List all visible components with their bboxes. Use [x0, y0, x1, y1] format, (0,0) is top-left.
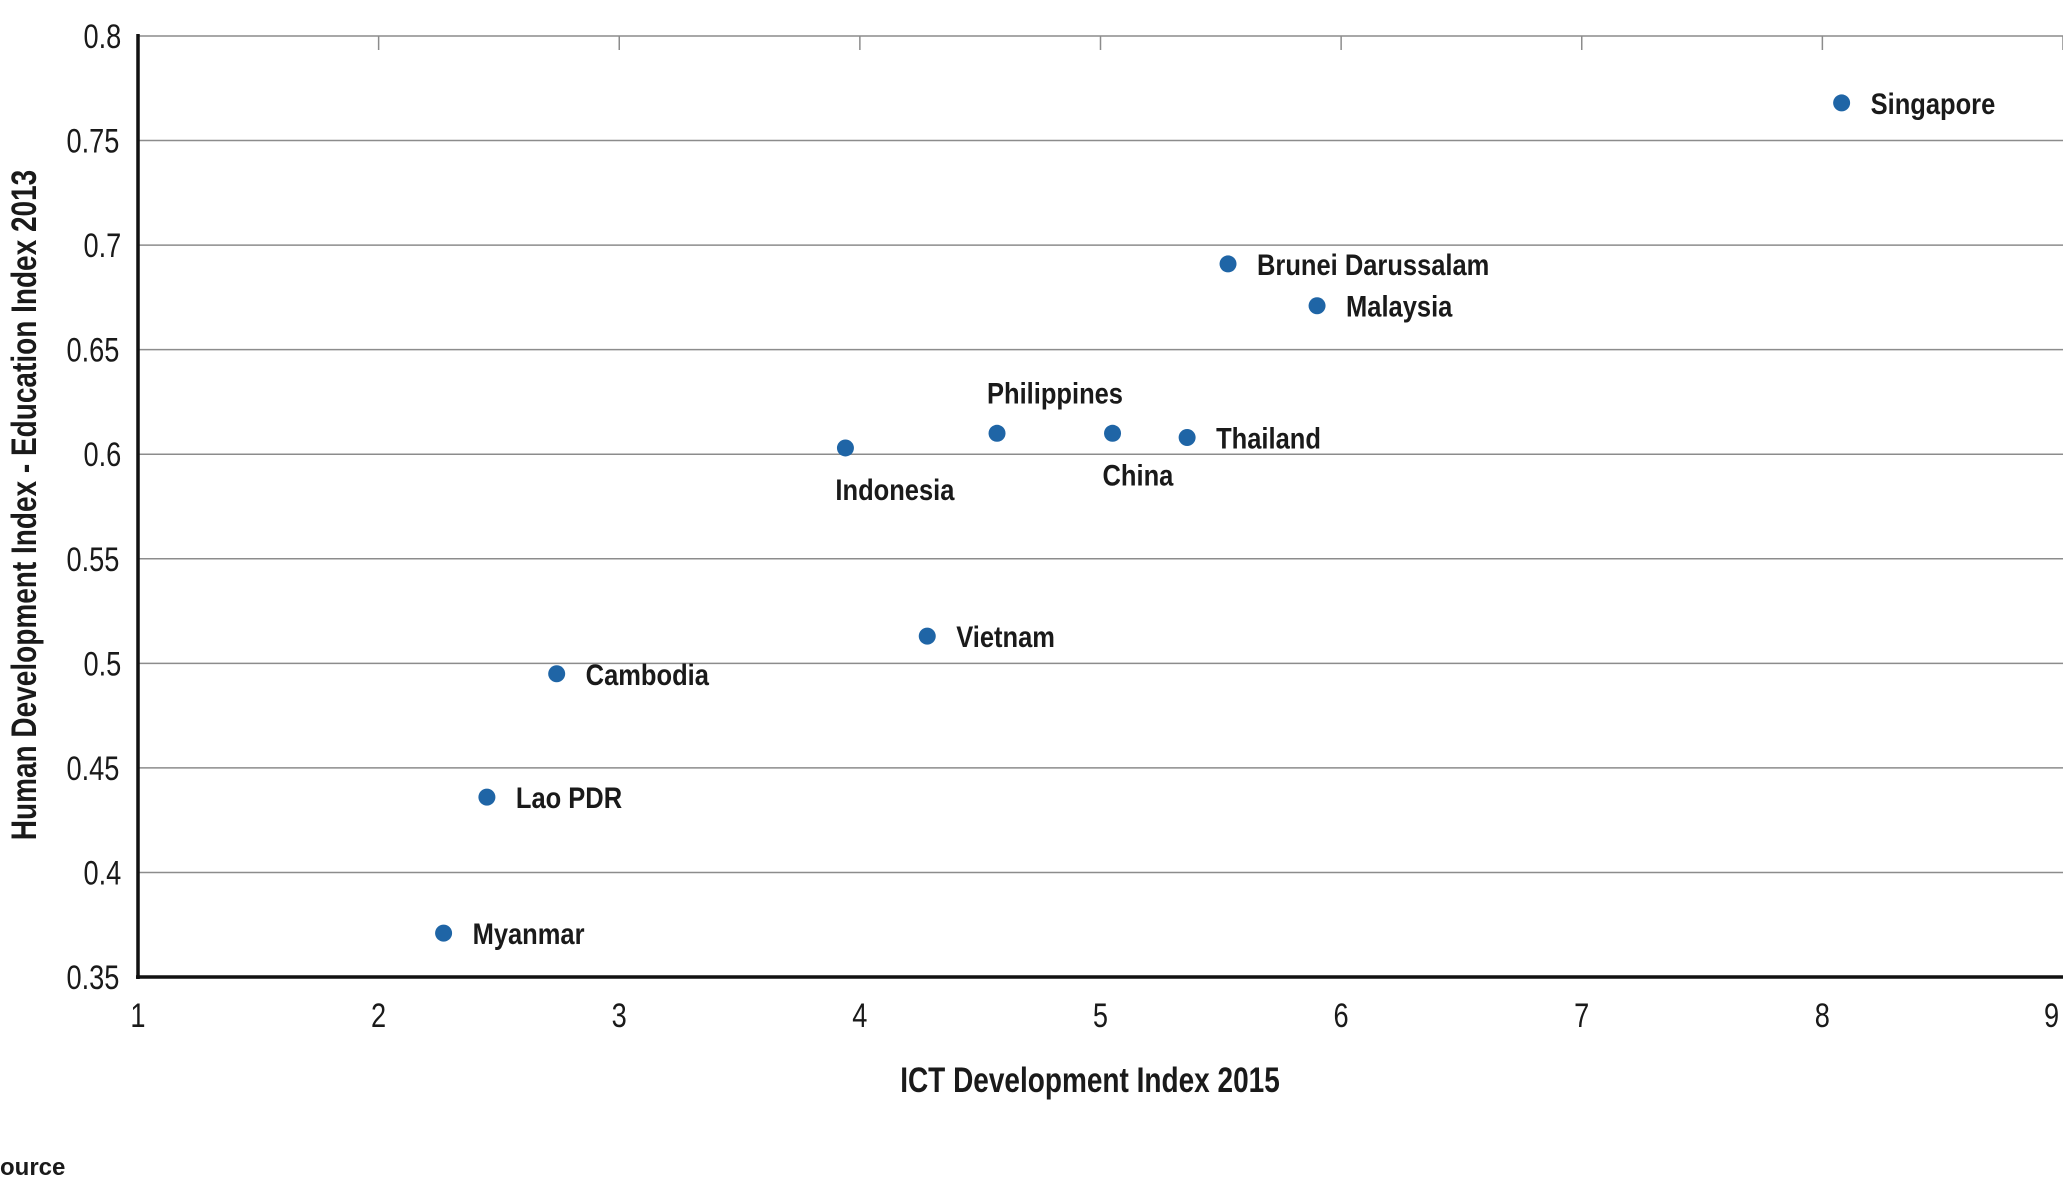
- point-label-thailand: Thailand: [1216, 422, 1321, 455]
- data-point-china: [1104, 424, 1122, 442]
- data-point-cambodia: [548, 665, 566, 683]
- data-point-philippines: [988, 424, 1006, 442]
- data-point-myanmar: [435, 924, 453, 942]
- y-tick-label-5: 0.6: [83, 435, 121, 474]
- y-tick-label-8: 0.75: [66, 122, 119, 161]
- data-point-indonesia: [836, 439, 854, 457]
- source-label: ource: [0, 1154, 65, 1181]
- y-tick-label-0: 0.35: [66, 958, 119, 997]
- point-labels: Singapore Brunei Darussalam Malaysia Philip…: [473, 87, 1996, 951]
- data-point-vietnam: [918, 627, 936, 645]
- y-tick-label-2: 0.45: [66, 749, 119, 788]
- point-label-malaysia: Malaysia: [1346, 290, 1453, 323]
- data-point-thailand: [1178, 428, 1196, 446]
- point-label-philippines: Philippines: [987, 376, 1123, 409]
- point-label-cambodia: Cambodia: [586, 658, 710, 691]
- y-tick-label-9: 0.8: [83, 17, 121, 56]
- point-label-indonesia: Indonesia: [835, 473, 954, 506]
- point-label-china: China: [1103, 458, 1174, 491]
- point-label-myanmar: Myanmar: [473, 917, 585, 950]
- gridlines: [138, 35, 2063, 874]
- data-point-malaysia: [1308, 297, 1326, 315]
- data-point-brunei-darussalam: [1219, 255, 1237, 273]
- x-axis-title: ICT Development Index 2015: [900, 1060, 1280, 1100]
- point-label-lao-pdr: Lao PDR: [516, 781, 622, 814]
- x-tick-label-1: 2: [371, 996, 386, 1035]
- x-tick-label-6: 7: [1574, 996, 1589, 1035]
- point-label-singapore: Singapore: [1871, 87, 1996, 120]
- x-tick-label-4: 5: [1093, 996, 1108, 1035]
- y-tick-label-7: 0.7: [83, 226, 121, 265]
- y-tick-label-4: 0.55: [66, 540, 119, 579]
- data-point-singapore: [1833, 94, 1851, 112]
- y-axis-title: Human Development Index - Education Inde…: [4, 170, 44, 840]
- data-point-lao-pdr: [478, 788, 496, 806]
- x-tick-label-7: 8: [1815, 996, 1830, 1035]
- x-tick-label-3: 4: [852, 996, 867, 1035]
- x-tick-label-5: 6: [1334, 996, 1349, 1035]
- axes: [136, 34, 2063, 979]
- data-points: [435, 94, 1851, 942]
- y-tick-label-1: 0.4: [83, 854, 121, 893]
- x-tick-label-2: 3: [612, 996, 627, 1035]
- point-label-brunei-darussalam: Brunei Darussalam: [1257, 248, 1489, 281]
- tick-labels: 0.35 0.4 0.45 0.5 0.55 0.6 0.65 0.7 0.75 0.8 1 2 3 4 5…: [66, 17, 2059, 1035]
- x-tick-label-8: 9: [2044, 996, 2059, 1035]
- y-tick-label-3: 0.5: [83, 644, 121, 683]
- y-tick-label-6: 0.65: [66, 331, 119, 370]
- point-label-vietnam: Vietnam: [956, 620, 1055, 653]
- x-tick-label-0: 1: [130, 996, 145, 1035]
